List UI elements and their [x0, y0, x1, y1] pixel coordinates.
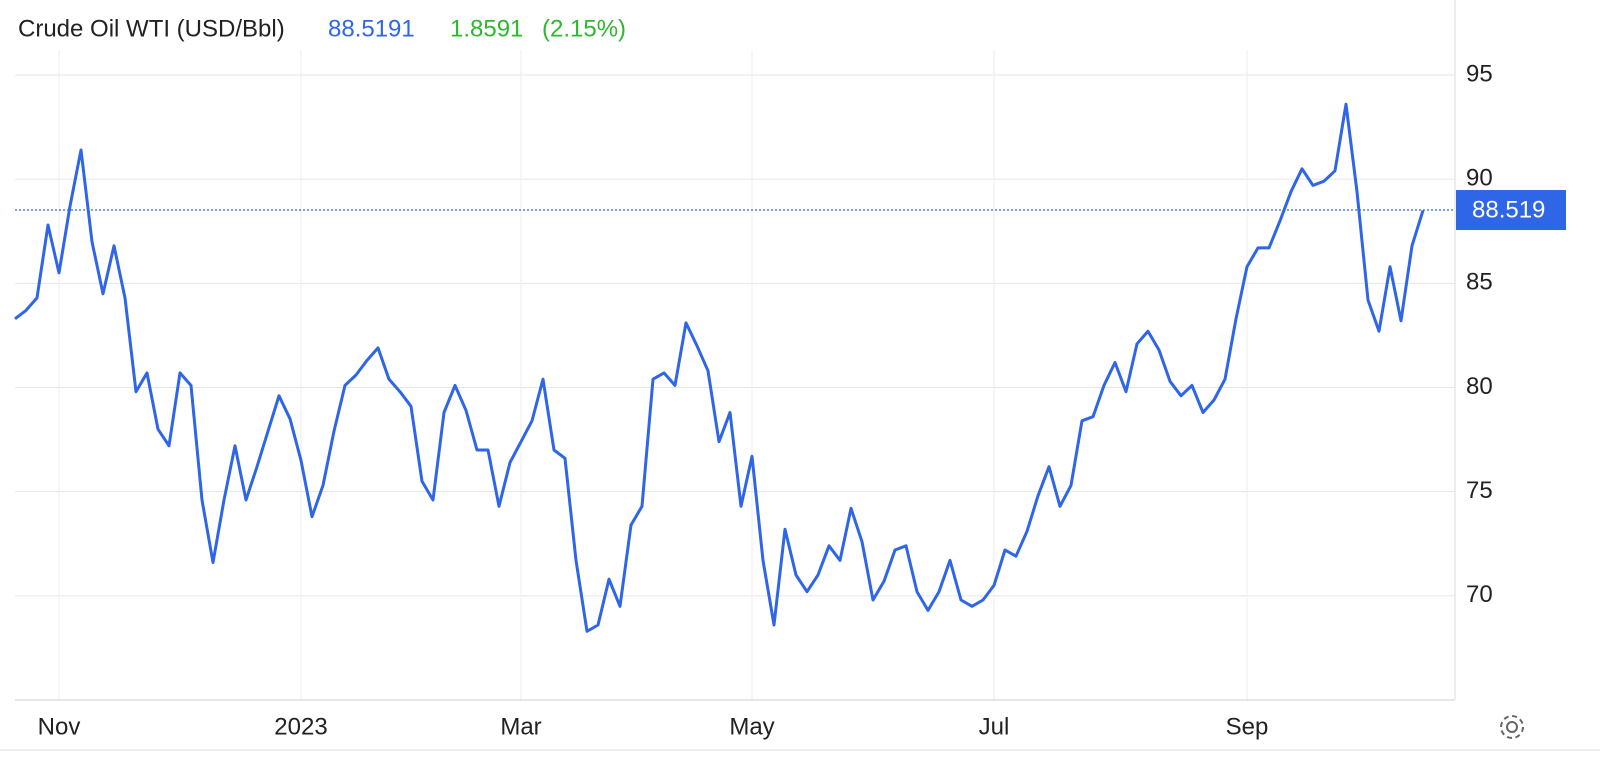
y-tick-label: 85 — [1466, 269, 1493, 296]
x-tick-label: May — [729, 713, 774, 740]
x-tick-label: 2023 — [274, 713, 327, 740]
change: 1.8591 — [450, 15, 523, 42]
change-percent: (2.15%) — [542, 15, 626, 42]
chart-title: Crude Oil WTI (USD/Bbl) — [18, 15, 285, 42]
y-tick-label: 70 — [1466, 581, 1493, 608]
current-price-label: 88.519 — [1472, 196, 1545, 223]
x-tick-label: Nov — [38, 713, 81, 740]
y-tick-label: 80 — [1466, 373, 1493, 400]
y-tick-label: 90 — [1466, 165, 1493, 192]
x-tick-label: Sep — [1226, 713, 1269, 740]
x-tick-label: Jul — [979, 713, 1010, 740]
y-tick-label: 75 — [1466, 477, 1493, 504]
price-line — [14, 102, 1425, 633]
grid — [15, 50, 1455, 700]
y-tick-label: 95 — [1466, 60, 1493, 87]
current-price-badge — [1456, 190, 1566, 231]
price: 88.5191 — [328, 15, 415, 42]
x-tick-label: Mar — [500, 713, 541, 740]
settings-icon[interactable] — [1500, 715, 1524, 739]
